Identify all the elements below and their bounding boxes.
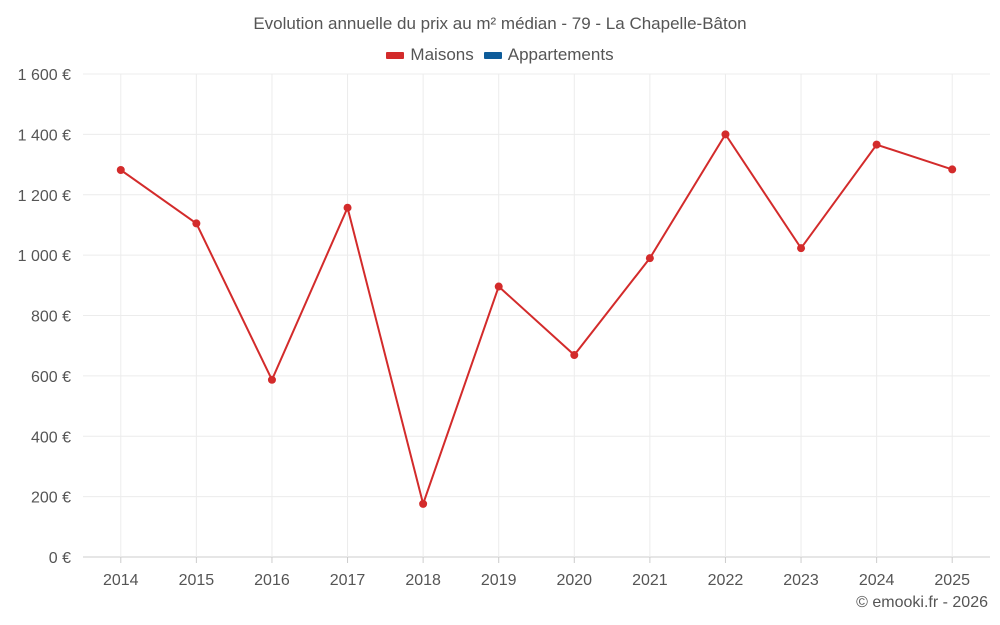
y-tick-label: 0 € bbox=[49, 550, 71, 567]
data-point-maisons-2021 bbox=[645, 254, 654, 263]
data-point-maisons-2016 bbox=[267, 375, 276, 384]
x-tick-label: 2021 bbox=[632, 572, 668, 589]
y-tick-label: 400 € bbox=[31, 429, 71, 446]
y-tick-label: 1 200 € bbox=[18, 188, 71, 205]
y-tick-label: 1 400 € bbox=[18, 127, 71, 144]
x-tick-label: 2025 bbox=[934, 572, 970, 589]
x-tick-label: 2019 bbox=[481, 572, 517, 589]
x-tick-label: 2022 bbox=[708, 572, 744, 589]
x-tick-label: 2015 bbox=[179, 572, 215, 589]
y-tick-label: 1 600 € bbox=[18, 67, 71, 84]
data-point-maisons-2014 bbox=[116, 165, 125, 174]
chart-title: Evolution annuelle du prix au m² médian … bbox=[253, 14, 747, 33]
legend-swatch-maisons bbox=[386, 51, 405, 59]
data-point-maisons-2023 bbox=[797, 244, 806, 253]
data-point-maisons-2015 bbox=[192, 219, 201, 228]
data-point-maisons-2020 bbox=[570, 351, 579, 360]
x-tick-label: 2017 bbox=[330, 572, 366, 589]
y-tick-label: 200 € bbox=[31, 490, 71, 507]
x-tick-label: 2024 bbox=[859, 572, 895, 589]
y-tick-label: 600 € bbox=[31, 369, 71, 386]
data-point-maisons-2018 bbox=[419, 499, 428, 508]
legend-item-appartements[interactable]: Appartements bbox=[483, 45, 614, 65]
series-line-maisons bbox=[120, 132, 953, 508]
credit-text: © emooki.fr - 2026 bbox=[856, 594, 988, 611]
x-tick-label: 2023 bbox=[783, 572, 819, 589]
data-point-maisons-2019 bbox=[494, 282, 503, 291]
data-point-maisons-2017 bbox=[343, 203, 352, 212]
x-tick-label: 2016 bbox=[254, 572, 290, 589]
y-tick-label: 800 € bbox=[31, 309, 71, 326]
data-point-maisons-2024 bbox=[872, 140, 881, 149]
data-point-maisons-2022 bbox=[721, 130, 730, 139]
x-tick-label: 2018 bbox=[405, 572, 441, 589]
y-tick-label: 1 000 € bbox=[18, 248, 71, 265]
legend-item-maisons[interactable]: Maisons bbox=[386, 45, 474, 65]
legend-label-maisons: Maisons bbox=[410, 45, 474, 64]
x-tick-label: 2020 bbox=[556, 572, 592, 589]
legend-swatch-appartements bbox=[483, 51, 502, 59]
legend-label-appartements: Appartements bbox=[507, 45, 614, 64]
x-tick-label: 2014 bbox=[103, 572, 139, 589]
chart-legend: Maisons Appartements bbox=[0, 45, 1000, 65]
data-point-maisons-2025 bbox=[948, 165, 957, 174]
